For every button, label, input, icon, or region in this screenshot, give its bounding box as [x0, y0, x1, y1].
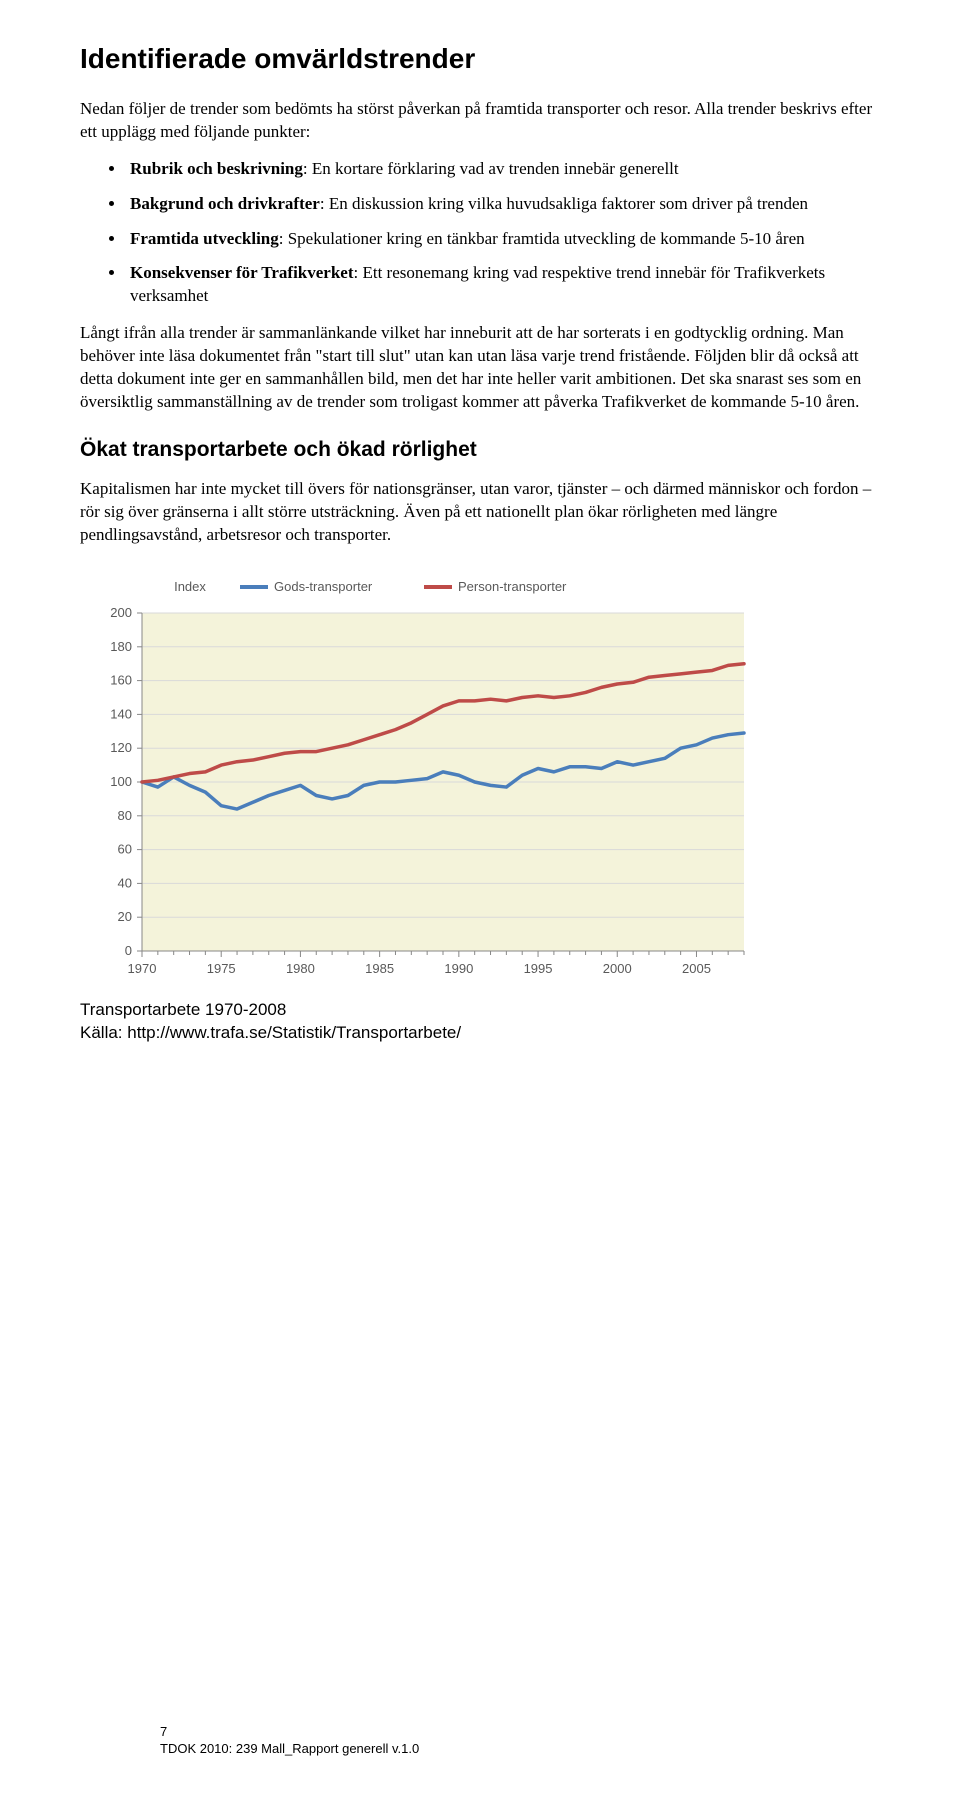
chart-caption: Transportarbete 1970-2008 Källa: http://… — [80, 999, 880, 1045]
subheading: Ökat transportarbete och ökad rörlighet — [80, 436, 880, 464]
bullet-bold: Konsekvenser för Trafikverket — [130, 263, 354, 282]
bullet-item: Konsekvenser för Trafikverket: Ett reson… — [126, 262, 880, 308]
bullet-text: : En diskussion kring vilka huvudsakliga… — [320, 194, 808, 213]
caption-line-1: Transportarbete 1970-2008 — [80, 1000, 286, 1019]
caption-line-2: Källa: http://www.trafa.se/Statistik/Tra… — [80, 1023, 461, 1042]
svg-text:1970: 1970 — [128, 961, 157, 976]
svg-text:160: 160 — [110, 673, 132, 688]
svg-text:1995: 1995 — [524, 961, 553, 976]
svg-text:120: 120 — [110, 740, 132, 755]
svg-text:60: 60 — [118, 842, 132, 857]
doc-id: TDOK 2010: 239 Mall_Rapport generell v.1… — [160, 1741, 419, 1758]
bullet-bold: Bakgrund och drivkrafter — [130, 194, 320, 213]
bullet-bold: Framtida utveckling — [130, 229, 279, 248]
page-footer: 7 TDOK 2010: 239 Mall_Rapport generell v… — [160, 1724, 419, 1758]
bullet-bold: Rubrik och beskrivning — [130, 159, 303, 178]
svg-text:1985: 1985 — [365, 961, 394, 976]
page-title: Identifierade omvärldstrender — [80, 40, 880, 78]
svg-text:Person-transporter: Person-transporter — [458, 579, 567, 594]
bullet-text: : En kortare förklaring vad av trenden i… — [303, 159, 679, 178]
bullet-item: Bakgrund och drivkrafter: En diskussion … — [126, 193, 880, 216]
svg-text:180: 180 — [110, 639, 132, 654]
svg-text:1990: 1990 — [444, 961, 473, 976]
svg-text:40: 40 — [118, 876, 132, 891]
svg-text:140: 140 — [110, 707, 132, 722]
sub-paragraph: Kapitalismen har inte mycket till övers … — [80, 478, 880, 547]
svg-text:Gods-transporter: Gods-transporter — [274, 579, 373, 594]
after-bullets-paragraph: Långt ifrån alla trender är sammanlänkan… — [80, 322, 880, 414]
svg-text:0: 0 — [125, 943, 132, 958]
bullet-text: : Spekulationer kring en tänkbar framtid… — [279, 229, 805, 248]
intro-paragraph: Nedan följer de trender som bedömts ha s… — [80, 98, 880, 144]
chart-svg: Index Gods-transporter Person-transporter 0… — [80, 571, 760, 981]
chart-container: Index Gods-transporter Person-transporter 0… — [80, 571, 880, 981]
svg-text:2000: 2000 — [603, 961, 632, 976]
legend: Index Gods-transporter Person-transporter — [174, 579, 567, 594]
svg-text:200: 200 — [110, 605, 132, 620]
svg-text:1980: 1980 — [286, 961, 315, 976]
svg-text:1975: 1975 — [207, 961, 236, 976]
svg-text:2005: 2005 — [682, 961, 711, 976]
svg-text:100: 100 — [110, 774, 132, 789]
line-chart: Index Gods-transporter Person-transporter 0… — [80, 571, 760, 981]
svg-text:Index: Index — [174, 579, 206, 594]
svg-text:80: 80 — [118, 808, 132, 823]
bullet-item: Framtida utveckling: Spekulationer kring… — [126, 228, 880, 251]
page-number: 7 — [160, 1724, 419, 1741]
svg-text:20: 20 — [118, 909, 132, 924]
bullet-item: Rubrik och beskrivning: En kortare förkl… — [126, 158, 880, 181]
bullet-list: Rubrik och beskrivning: En kortare förkl… — [80, 158, 880, 309]
